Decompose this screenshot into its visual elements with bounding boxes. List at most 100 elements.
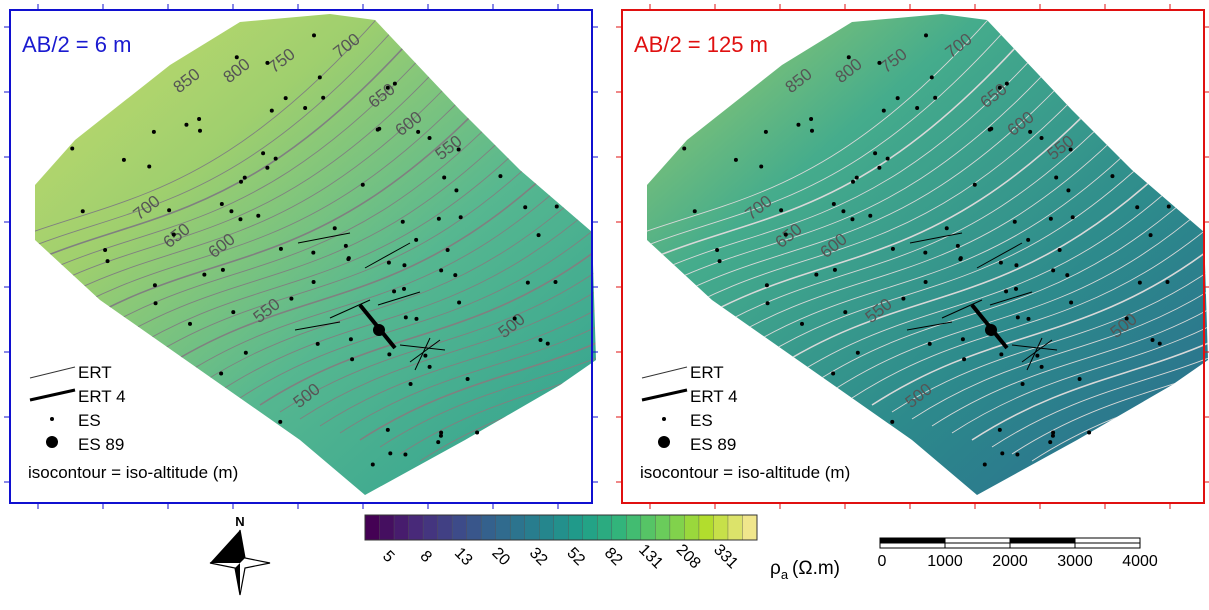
es-point <box>851 179 856 184</box>
contour-line <box>831 60 1208 392</box>
es-point <box>765 301 770 306</box>
es-point <box>220 267 225 272</box>
north-star-fill <box>210 530 245 595</box>
es-point <box>998 260 1003 265</box>
contour-line <box>35 14 531 322</box>
es-point <box>1124 316 1129 321</box>
contour-line <box>35 14 451 294</box>
es-point <box>796 122 801 127</box>
es-point <box>1014 286 1019 291</box>
contour-line <box>399 123 596 455</box>
es-point <box>392 289 397 294</box>
es-point <box>439 268 444 273</box>
contour-line <box>35 14 471 301</box>
es-point <box>273 156 278 161</box>
es-point <box>360 182 365 187</box>
es-point <box>80 209 85 214</box>
ert-line <box>409 339 441 363</box>
es-point <box>717 259 722 264</box>
es-point <box>799 321 804 326</box>
es-point <box>733 157 738 162</box>
es-point <box>554 204 559 209</box>
colorbar-cell <box>553 514 569 541</box>
contour-line <box>379 116 596 448</box>
colorbar-cell <box>655 514 671 541</box>
es-point <box>923 279 928 284</box>
contour-line <box>219 60 596 392</box>
colorbar-cell <box>713 514 729 541</box>
es-point <box>843 310 848 315</box>
es-point <box>1048 440 1053 445</box>
es-point <box>350 357 355 362</box>
unit: (Ω.m) <box>792 558 840 579</box>
es-point <box>1069 300 1074 305</box>
es-point <box>1157 341 1162 346</box>
es-point <box>303 105 308 110</box>
es-point <box>997 85 1002 90</box>
es-point <box>343 243 348 248</box>
es-point <box>197 116 202 121</box>
es-point <box>242 175 247 180</box>
contour-line <box>199 53 596 385</box>
es-point <box>229 209 234 214</box>
scale-seg <box>1009 537 1076 544</box>
es-point <box>553 279 558 284</box>
es-point <box>147 164 152 169</box>
colorbar-cell <box>742 514 758 541</box>
es-point <box>972 182 977 187</box>
colorbar-cell <box>422 514 439 541</box>
es-point <box>423 353 428 358</box>
es-point <box>927 341 932 346</box>
es-point <box>1015 452 1020 457</box>
es-point <box>348 337 353 342</box>
panel-frame <box>621 9 1205 504</box>
es-point <box>269 108 274 113</box>
es-point <box>779 208 784 213</box>
es-point <box>814 272 819 277</box>
contour-line <box>239 67 596 399</box>
colorbar-tick: 131 <box>635 541 666 572</box>
es-point <box>377 126 382 131</box>
es-point <box>923 250 928 255</box>
scale-label: 0 <box>878 553 887 570</box>
panel-frame <box>9 9 593 504</box>
es-point <box>1165 279 1170 284</box>
ert-line <box>976 242 1023 269</box>
colorbar-cell <box>480 514 497 541</box>
es-point <box>261 151 266 156</box>
contour-line <box>891 81 1208 413</box>
contour-line <box>647 14 1083 301</box>
legend-label: isocontour = iso-altitude (m) <box>640 463 850 482</box>
ert-line <box>989 291 1033 306</box>
es-point <box>832 267 837 272</box>
ert-line <box>414 337 431 371</box>
contour-line <box>991 116 1208 448</box>
es-point <box>187 321 192 326</box>
es-point <box>239 179 244 184</box>
es-point <box>1065 273 1070 278</box>
colorbar-tick: 82 <box>601 545 626 570</box>
es-point <box>1087 430 1092 435</box>
es-point <box>1148 233 1153 238</box>
es-point <box>386 260 391 265</box>
es-point <box>403 452 408 457</box>
es-point <box>278 246 283 251</box>
scale-seg <box>879 542 946 549</box>
es-point <box>525 280 530 285</box>
es-point <box>989 126 994 131</box>
es-point <box>346 256 351 261</box>
colorbar-cell <box>437 514 453 541</box>
es-point <box>763 129 768 134</box>
es-point <box>1054 175 1059 180</box>
legend-ert4 <box>29 388 76 402</box>
es-point <box>438 433 443 438</box>
es-point <box>933 95 938 100</box>
colorbar-cell <box>611 514 627 541</box>
es-point <box>151 129 156 134</box>
contour-line <box>911 88 1208 420</box>
es-point <box>442 175 447 180</box>
colorbar-cell <box>597 514 613 541</box>
es-point <box>311 279 316 284</box>
ert-line <box>329 299 371 319</box>
